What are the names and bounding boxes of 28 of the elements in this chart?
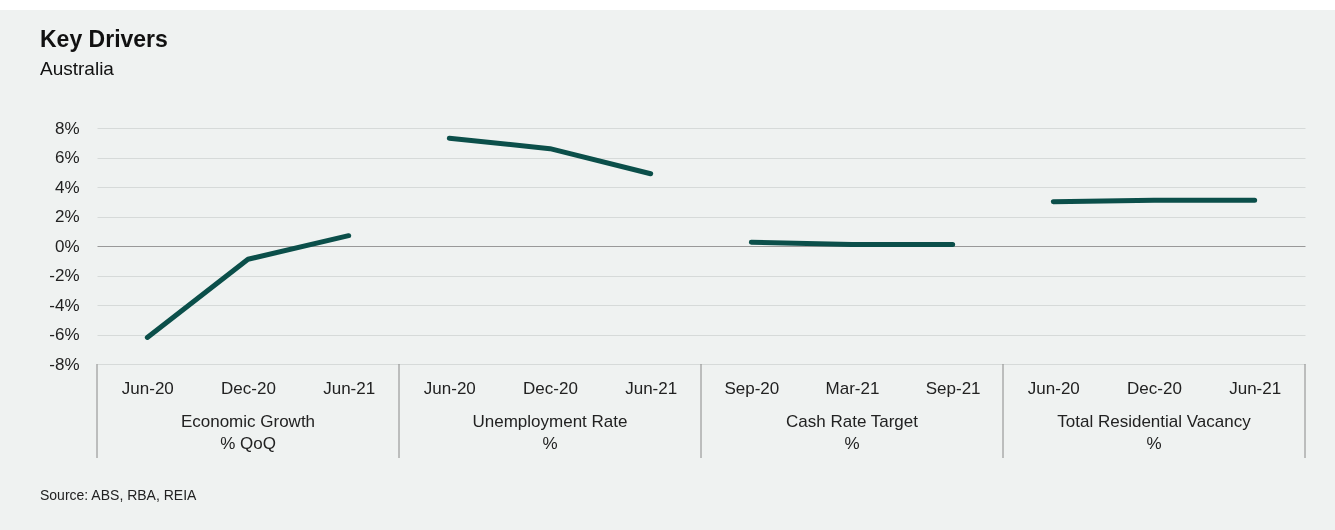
source-note: Source: ABS, RBA, REIA	[40, 487, 197, 503]
text: Unemployment Rate %	[472, 412, 628, 453]
y-tick-label: -8%	[49, 354, 80, 374]
chart-title: Key Drivers	[40, 26, 168, 52]
x-tick-label: Jun-20	[1027, 378, 1080, 398]
text: Total Residential Vacancy %	[1057, 412, 1252, 453]
y-tick-label: -6%	[49, 325, 80, 344]
x-tick-label: Sep-21	[925, 378, 981, 398]
x-tick-label: Jun-21	[625, 378, 678, 398]
chart-subtitle: Australia	[40, 58, 115, 79]
x-tick-label: Sep-20	[724, 378, 780, 398]
y-tick-label: 4%	[54, 177, 80, 197]
text: Cash Rate Target %	[786, 412, 919, 453]
y-tick-label: -2%	[49, 266, 80, 285]
y-tick-label: 0%	[54, 236, 80, 256]
x-tick-label: Mar-21	[825, 378, 880, 398]
x-tick-label: Dec-20	[221, 378, 276, 398]
text: Economic Growth % QoQ	[180, 412, 316, 453]
x-tick-label: Dec-20	[523, 378, 578, 398]
x-tick-label: Jun-21	[1229, 378, 1282, 398]
y-tick-label: 2%	[54, 207, 80, 226]
y-tick-label: -4%	[49, 295, 80, 315]
x-tick-label: Dec-20	[1127, 378, 1182, 398]
y-tick-label: 6%	[54, 148, 80, 167]
y-tick-label: 8%	[54, 118, 80, 138]
x-tick-label: Jun-21	[323, 378, 376, 398]
x-tick-label: Jun-20	[121, 378, 174, 398]
x-tick-label: Jun-20	[423, 378, 476, 398]
